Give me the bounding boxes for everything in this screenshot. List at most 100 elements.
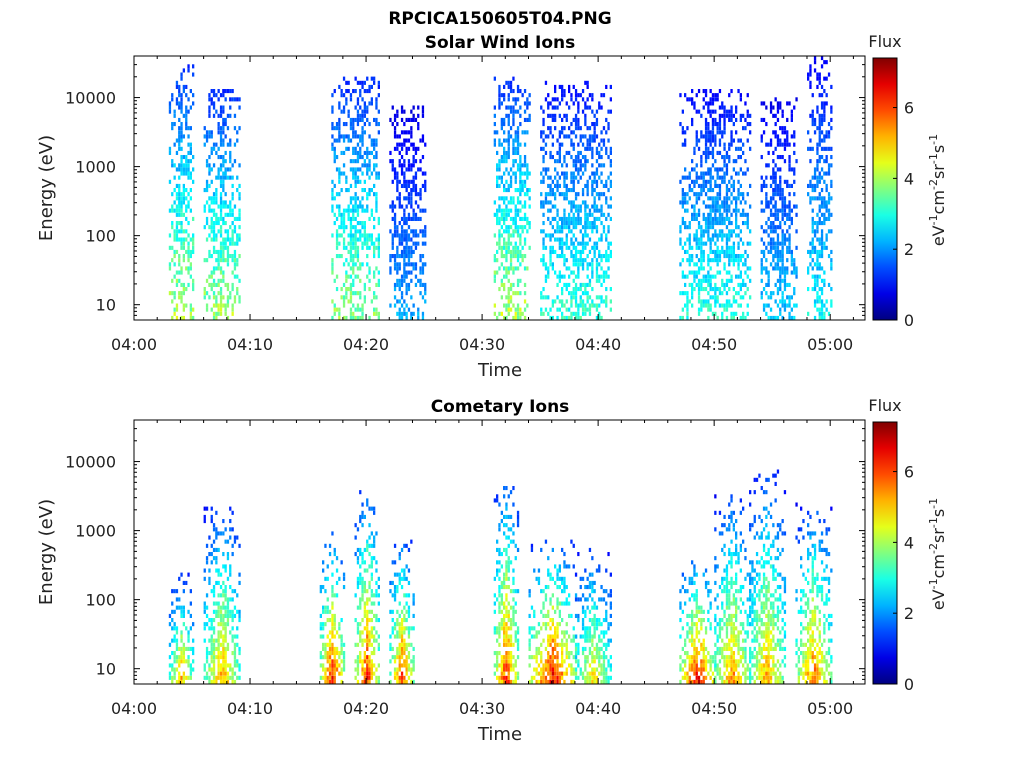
- heatmap-cell: [507, 97, 510, 102]
- heatmap-cell: [389, 580, 392, 585]
- heatmap-cell: [526, 303, 529, 308]
- heatmap-cell: [370, 150, 373, 155]
- heatmap-cell: [393, 655, 397, 660]
- heatmap-cell: [178, 605, 181, 610]
- heatmap-cell: [776, 249, 780, 254]
- heatmap-cell: [584, 258, 587, 263]
- heatmap-cell: [396, 188, 399, 193]
- heatmap-cell: [175, 196, 179, 201]
- heatmap-cell: [500, 278, 503, 283]
- heatmap-cell: [203, 605, 206, 610]
- heatmap-cell: [215, 188, 218, 193]
- heatmap-cell: [217, 291, 220, 296]
- heatmap-cell: [521, 311, 524, 316]
- heatmap-cell: [827, 171, 831, 176]
- heatmap-cell: [412, 303, 415, 308]
- heatmap-cell: [809, 64, 812, 69]
- heatmap-cell: [679, 241, 682, 246]
- heatmap-cell: [772, 241, 775, 246]
- heatmap-cell: [716, 262, 719, 267]
- heatmap-cell: [588, 208, 592, 213]
- heatmap-cell: [765, 221, 768, 226]
- heatmap-cell: [581, 200, 585, 205]
- heatmap-cell: [410, 229, 413, 234]
- heatmap-cell: [593, 138, 596, 143]
- heatmap-cell: [361, 514, 364, 519]
- heatmap-cell: [217, 659, 220, 664]
- heatmap-cell: [189, 254, 192, 259]
- heatmap-cell: [523, 225, 527, 230]
- heatmap-cell: [714, 117, 717, 122]
- heatmap-cell: [807, 192, 810, 197]
- heatmap-cell: [744, 212, 747, 217]
- heatmap-cell: [180, 146, 183, 151]
- heatmap-cell: [568, 221, 571, 226]
- heatmap-cell: [765, 204, 768, 209]
- heatmap-cell: [192, 659, 195, 664]
- heatmap-cell: [762, 287, 766, 292]
- heatmap-cell: [549, 208, 552, 213]
- heatmap-cell: [813, 282, 817, 287]
- heatmap-cell: [370, 237, 373, 242]
- heatmap-cell: [528, 113, 531, 118]
- heatmap-cell: [407, 254, 411, 259]
- heatmap-cell: [238, 278, 241, 283]
- heatmap-cell: [788, 192, 791, 197]
- heatmap-cell: [577, 287, 580, 292]
- heatmap-cell: [783, 212, 787, 217]
- heatmap-cell: [400, 622, 404, 627]
- heatmap-cell: [820, 117, 824, 122]
- heatmap-cell: [233, 535, 237, 540]
- heatmap-cell: [210, 659, 213, 664]
- heatmap-cell: [370, 233, 373, 238]
- heatmap-cell: [224, 564, 227, 569]
- heatmap-cell: [368, 188, 371, 193]
- heatmap-cell: [547, 200, 550, 205]
- heatmap-cell: [581, 258, 585, 263]
- heatmap-cell: [602, 126, 606, 131]
- heatmap-cell: [389, 642, 392, 647]
- heatmap-cell: [419, 254, 422, 259]
- heatmap-cell: [586, 192, 589, 197]
- heatmap-cell: [400, 130, 404, 135]
- heatmap-cell: [398, 552, 401, 557]
- heatmap-cell: [212, 311, 216, 316]
- heatmap-cell: [795, 270, 798, 275]
- heatmap-cell: [222, 249, 225, 254]
- heatmap-cell: [187, 171, 190, 176]
- heatmap-cell: [783, 307, 787, 312]
- heatmap-cell: [570, 221, 573, 226]
- heatmap-cell: [342, 667, 346, 672]
- heatmap-cell: [718, 258, 722, 263]
- heatmap-cell: [565, 299, 568, 304]
- heatmap-cell: [352, 150, 355, 155]
- heatmap-cell: [718, 130, 722, 135]
- heatmap-cell: [233, 126, 237, 131]
- heatmap-cell: [691, 303, 694, 308]
- heatmap-cell: [363, 638, 366, 643]
- heatmap-cell: [549, 237, 552, 242]
- heatmap-cell: [398, 163, 401, 168]
- heatmap-cell: [593, 245, 596, 250]
- heatmap-cell: [526, 192, 529, 197]
- heatmap-cell: [700, 258, 703, 263]
- heatmap-cell: [742, 278, 745, 283]
- heatmap-cell: [400, 609, 404, 614]
- heatmap-cell: [233, 262, 237, 267]
- heatmap-cell: [396, 179, 399, 184]
- heatmap-cell: [168, 291, 172, 296]
- heatmap-cell: [340, 221, 343, 226]
- heatmap-cell: [509, 307, 513, 312]
- heatmap-cell: [368, 642, 371, 647]
- heatmap-cell: [512, 270, 515, 275]
- heatmap-cell: [762, 303, 766, 308]
- heatmap-cell: [222, 531, 225, 536]
- heatmap-cell: [593, 126, 596, 131]
- heatmap-cell: [398, 556, 401, 561]
- heatmap-cell: [549, 200, 552, 205]
- heatmap-cell: [180, 679, 183, 684]
- heatmap-cell: [368, 192, 371, 197]
- heatmap-cell: [363, 80, 366, 85]
- heatmap-cell: [772, 175, 775, 180]
- heatmap-cell: [742, 113, 745, 118]
